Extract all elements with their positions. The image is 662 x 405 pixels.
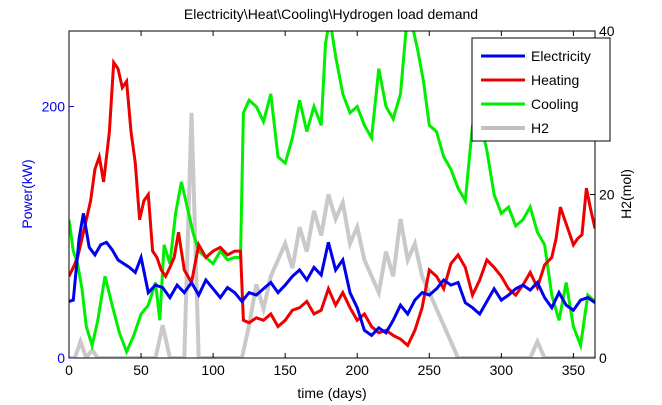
series-line-h2 xyxy=(69,112,595,358)
series-line-electricity xyxy=(69,213,595,338)
y-left-tick-label: 0 xyxy=(57,350,65,366)
x-tick-label: 0 xyxy=(65,362,73,378)
x-tick-label: 100 xyxy=(201,362,225,378)
x-tick-label: 300 xyxy=(490,362,514,378)
ticks-layer: 0 50 100 150 200 250 300 350 0 200 0 20 40 xyxy=(42,23,615,378)
x-axis-label: time (days) xyxy=(297,385,366,401)
legend-label-electricity: Electricity xyxy=(531,48,591,64)
x-tick-label: 50 xyxy=(133,362,149,378)
x-tick-label: 150 xyxy=(273,362,297,378)
x-tick-label: 350 xyxy=(562,362,586,378)
legend-items: Electricity Heating Cooling H2 xyxy=(481,48,591,136)
chart-title: Electricity\Heat\Cooling\Hydrogen load d… xyxy=(184,6,478,22)
series-layer xyxy=(69,31,595,358)
series-line-cooling xyxy=(69,31,595,356)
x-tick-label: 250 xyxy=(418,362,442,378)
y-right-tick-label: 40 xyxy=(599,23,615,39)
y-right-tick-label: 20 xyxy=(599,187,615,203)
legend: Electricity Heating Cooling H2 xyxy=(471,37,611,142)
legend-label-cooling: Cooling xyxy=(531,96,578,112)
series-line-heating xyxy=(69,57,595,348)
x-tick-label: 200 xyxy=(346,362,370,378)
legend-label-h2: H2 xyxy=(531,120,549,136)
legend-label-heating: Heating xyxy=(531,72,579,88)
y-axis-right-label: H2(mol) xyxy=(618,169,634,219)
y-axis-left-label: Power(kW) xyxy=(19,159,35,228)
y-right-tick-label: 0 xyxy=(599,350,607,366)
y-left-tick-label: 200 xyxy=(42,98,66,114)
